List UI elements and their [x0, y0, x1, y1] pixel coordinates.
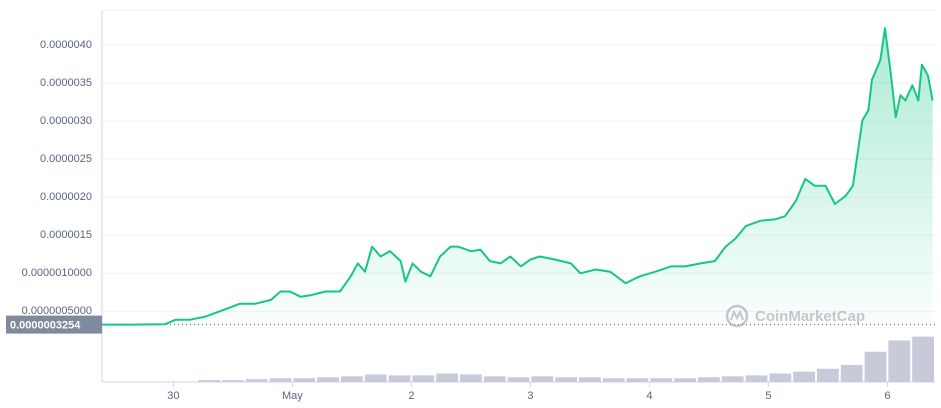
- volume-bar: [674, 378, 696, 382]
- y-tick-label: 0.0000035: [40, 77, 92, 89]
- volume-bar: [602, 378, 625, 382]
- watermark: CoinMarketCap: [725, 304, 865, 328]
- y-tick-label: 0.0000015: [40, 229, 92, 241]
- volume-bar: [912, 336, 934, 382]
- volume-bar: [698, 377, 720, 382]
- y-tick-label: 0.0000010000: [22, 267, 92, 279]
- volume-bar: [531, 376, 554, 382]
- volume-bar: [864, 351, 887, 382]
- price-line: [102, 27, 934, 326]
- x-tick-label: 4: [646, 390, 652, 402]
- volume-bar: [341, 376, 363, 382]
- volume-bar: [245, 379, 268, 382]
- volume-bar: [840, 364, 863, 382]
- x-tick-label: 5: [765, 390, 771, 402]
- volume-bar: [364, 374, 387, 382]
- price-area: [102, 28, 933, 326]
- watermark-logo-mark: [730, 309, 744, 321]
- volume-bar: [460, 374, 482, 382]
- volume-bar: [817, 368, 839, 382]
- volume-bar: [198, 380, 220, 382]
- volume-bar: [650, 378, 673, 382]
- y-tick-label: 0.0000005000: [22, 305, 92, 317]
- volume-bar: [222, 380, 244, 382]
- volume-bar: [317, 377, 339, 382]
- x-tick-label: May: [282, 390, 303, 402]
- volume-bar: [626, 378, 649, 382]
- volume-bar: [436, 373, 458, 382]
- watermark-logo: [725, 304, 749, 328]
- volume-bar: [769, 373, 792, 382]
- volume-layer: [198, 336, 934, 382]
- y-tick-label: 0.0000025: [40, 153, 92, 165]
- volume-bar: [293, 378, 316, 382]
- x-tick-label: 2: [408, 390, 414, 402]
- volume-bar: [793, 371, 815, 382]
- volume-bar: [555, 377, 577, 382]
- x-tick-label: 3: [527, 390, 533, 402]
- volume-bar: [507, 377, 530, 382]
- y-tick-label: 0.0000020: [40, 191, 92, 203]
- label-layer: 0.0000005000 0.0000010000 0.0000015 0.00000…: [6, 39, 890, 402]
- x-tick-label: 30: [167, 390, 179, 402]
- area-layer: [102, 28, 933, 326]
- watermark-text: CoinMarketCap: [755, 308, 865, 325]
- y-tick-label: 0.0000030: [40, 115, 92, 127]
- volume-bar: [745, 375, 768, 382]
- volume-bar: [412, 375, 435, 382]
- volume-bar: [579, 377, 601, 382]
- reference-label-box: [6, 315, 102, 334]
- volume-bar: [269, 378, 292, 382]
- reference-label: 0.0000003254: [10, 319, 81, 331]
- x-tick-label: 6: [884, 390, 890, 402]
- volume-bar: [721, 376, 744, 382]
- volume-bar: [388, 375, 411, 382]
- volume-bar: [483, 376, 506, 382]
- line-layer: [102, 27, 934, 326]
- y-tick-label: 0.0000040: [40, 39, 92, 51]
- volume-bar: [888, 340, 911, 382]
